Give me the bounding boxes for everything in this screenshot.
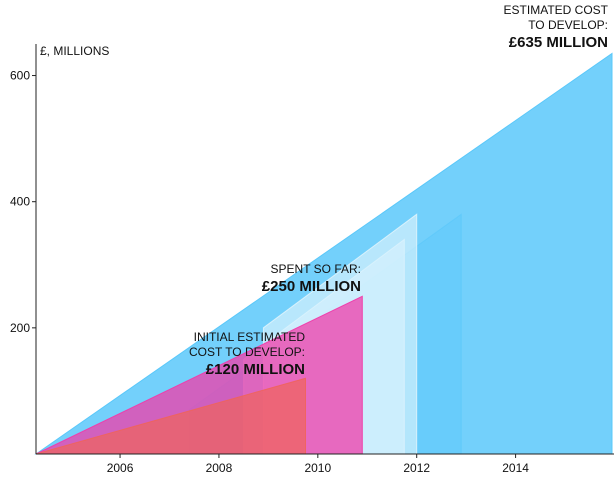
x-tick-label: 2008: [206, 461, 233, 475]
estimated-cost-label-line1: ESTIMATED COST: [504, 3, 609, 17]
spent-so-far-label: SPENT SO FAR:: [271, 262, 361, 276]
tick-group: 2006 2008 2010 2012 2014 200 400 600: [10, 69, 529, 475]
y-axis-label: £, MILLIONS: [40, 44, 109, 58]
estimated-cost-value: £635 MILLION: [509, 34, 608, 51]
y-tick-label: 200: [10, 321, 30, 335]
x-tick-label: 2006: [107, 461, 134, 475]
x-tick-label: 2012: [403, 461, 430, 475]
initial-estimate-label-line1: INITIAL ESTIMATED: [194, 330, 306, 344]
y-tick-label: 600: [10, 69, 30, 83]
initial-estimate-label-line2: COST TO DEVELOP:: [189, 345, 305, 359]
x-tick-label: 2010: [304, 461, 331, 475]
initial-estimate-value: £120 MILLION: [206, 361, 305, 378]
area-series-group: [34, 52, 613, 455]
x-tick-label: 2014: [502, 461, 529, 475]
y-tick-label: 400: [10, 195, 30, 209]
estimated-cost-label-line2: TO DEVELOP:: [528, 18, 608, 32]
spent-so-far-value: £250 MILLION: [262, 278, 361, 295]
